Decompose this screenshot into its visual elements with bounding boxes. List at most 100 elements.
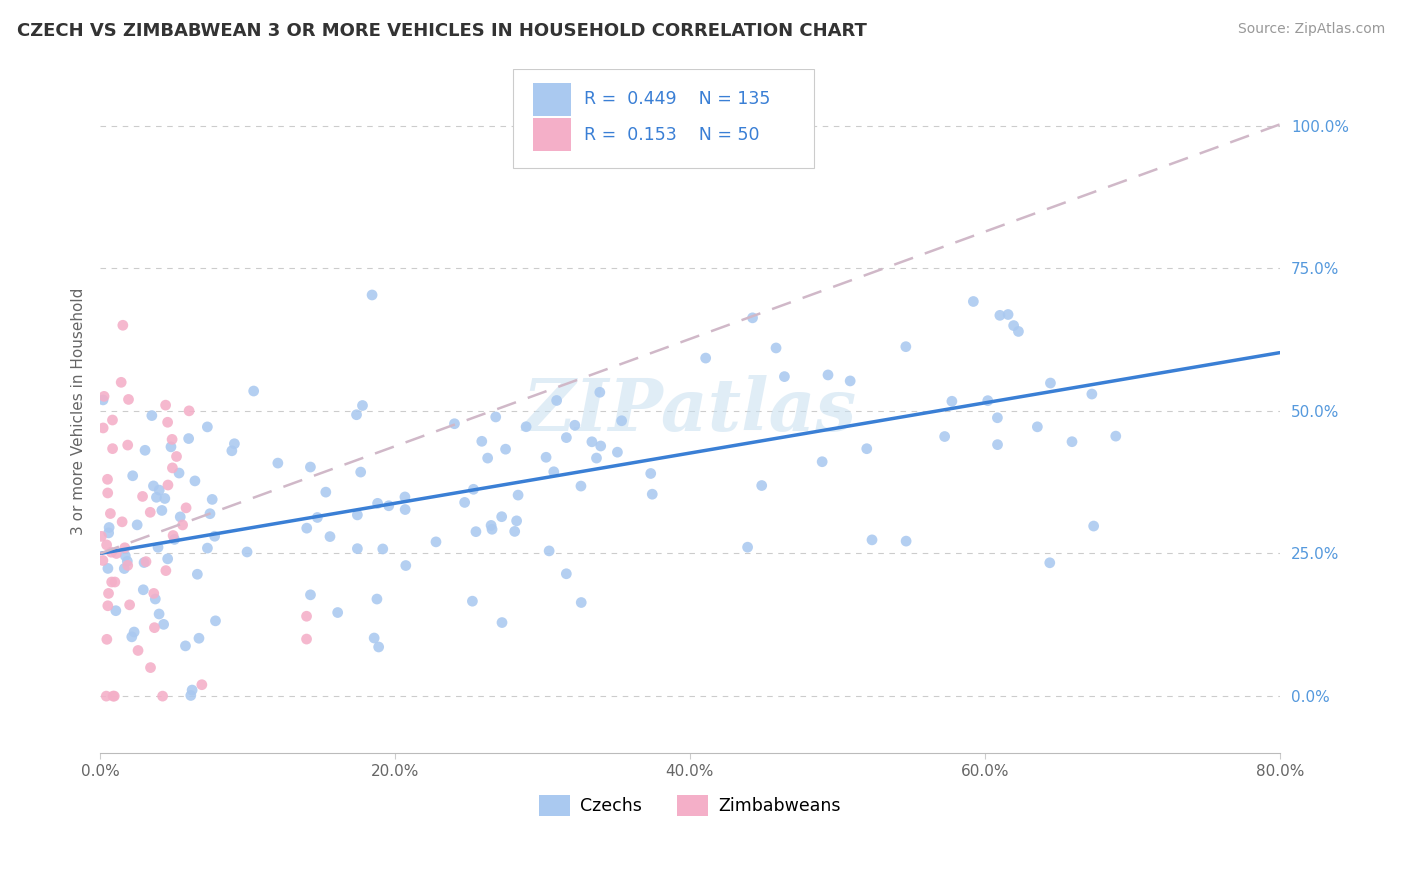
Point (839, 374, 862, 388)
Point (181, 683, 204, 698)
Point (191, 678, 214, 692)
Point (315, 485, 337, 500)
Point (453, 495, 475, 509)
Point (150, 503, 173, 517)
Point (101, 689, 124, 703)
Point (765, 341, 787, 355)
Point (221, 443, 243, 458)
Point (479, 518, 502, 533)
Point (505, 514, 527, 528)
Point (112, 561, 135, 575)
Point (855, 442, 877, 456)
Point (641, 487, 664, 501)
Point (156, 415, 179, 429)
Point (93, 389, 115, 403)
Point (91, 421, 114, 435)
Point (581, 434, 603, 449)
Point (860, 533, 883, 547)
Point (132, 556, 155, 570)
Point (350, 465, 373, 479)
Point (145, 490, 167, 504)
Point (546, 393, 568, 408)
Point (394, 502, 416, 516)
Point (564, 418, 586, 433)
Point (201, 492, 224, 507)
Point (941, 394, 963, 409)
Point (127, 643, 149, 657)
Point (135, 555, 157, 569)
Point (177, 404, 200, 418)
Point (167, 466, 190, 480)
Point (894, 340, 917, 354)
Point (111, 515, 134, 529)
Point (169, 509, 191, 524)
Point (97, 561, 120, 575)
Point (90, 529, 112, 543)
Point (186, 567, 208, 582)
Point (103, 689, 125, 703)
Point (122, 625, 145, 640)
Point (91, 392, 114, 407)
Point (465, 524, 488, 539)
Point (96, 538, 118, 552)
Point (367, 640, 389, 654)
Point (101, 442, 124, 456)
Point (346, 541, 368, 556)
Point (160, 440, 183, 454)
Point (134, 443, 156, 458)
Point (198, 507, 221, 521)
Point (91, 553, 114, 567)
Point (1002, 318, 1025, 333)
Point (139, 505, 162, 519)
Point (155, 564, 177, 578)
Point (477, 451, 499, 466)
Point (503, 524, 526, 539)
Point (166, 450, 188, 464)
Point (142, 479, 165, 493)
Point (485, 409, 508, 424)
Point (737, 540, 759, 554)
Point (962, 294, 984, 309)
Point (121, 468, 143, 483)
Point (295, 609, 318, 624)
FancyBboxPatch shape (533, 119, 571, 152)
Point (585, 451, 607, 466)
Point (986, 437, 1008, 451)
Point (146, 541, 169, 555)
Point (491, 509, 513, 524)
Point (997, 308, 1019, 322)
Point (143, 621, 166, 635)
Point (172, 518, 194, 533)
Point (152, 689, 174, 703)
Point (153, 491, 176, 506)
Point (188, 632, 211, 646)
Point (1007, 325, 1029, 339)
Point (174, 639, 197, 653)
Point (471, 434, 494, 449)
Point (177, 432, 200, 446)
Point (1105, 429, 1128, 443)
Point (363, 631, 385, 645)
Point (491, 615, 513, 630)
Point (118, 598, 141, 612)
Point (986, 410, 1008, 425)
Point (160, 433, 183, 447)
Point (346, 508, 368, 522)
Point (141, 409, 163, 423)
Point (131, 490, 153, 504)
Point (100, 574, 122, 589)
Point (934, 429, 956, 443)
Point (180, 689, 202, 703)
Text: Source: ZipAtlas.com: Source: ZipAtlas.com (1237, 22, 1385, 37)
Point (534, 450, 557, 465)
Point (98, 520, 121, 534)
FancyBboxPatch shape (533, 83, 571, 116)
Point (1081, 387, 1104, 401)
Point (197, 541, 219, 555)
Point (174, 500, 197, 515)
Point (105, 546, 128, 560)
Point (346, 408, 368, 422)
Point (751, 478, 773, 492)
Point (148, 607, 170, 621)
Point (366, 592, 388, 607)
